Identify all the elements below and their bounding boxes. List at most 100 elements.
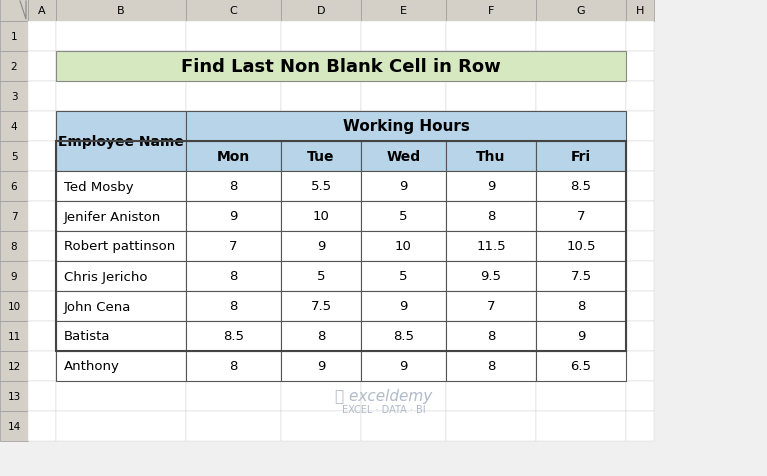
Text: 8: 8 [229, 180, 238, 193]
Bar [28, 321, 56, 351]
Text: E: E [400, 6, 407, 16]
Text: H: H [636, 6, 644, 16]
Text: 10: 10 [395, 240, 412, 253]
Bar [281, 22, 361, 52]
Bar [446, 201, 536, 231]
Bar [56, 231, 186, 261]
Bar [361, 261, 446, 291]
Text: John Cena: John Cena [64, 300, 131, 313]
Bar [446, 201, 536, 231]
Bar [446, 291, 536, 321]
Bar [626, 22, 654, 52]
Bar [361, 261, 446, 291]
Bar [186, 172, 281, 201]
Bar [446, 231, 536, 261]
Bar [281, 261, 361, 291]
Bar [0, 172, 28, 201]
Bar [28, 22, 56, 52]
Bar [361, 0, 446, 22]
Bar [361, 321, 446, 351]
Bar [626, 291, 654, 321]
Text: Find Last Non Blank Cell in Row: Find Last Non Blank Cell in Row [181, 58, 501, 76]
Bar [536, 261, 626, 291]
Bar [446, 351, 536, 381]
Text: 5.5: 5.5 [311, 180, 331, 193]
Text: 7: 7 [577, 210, 585, 223]
Text: Employee Name: Employee Name [58, 135, 184, 149]
Bar [361, 52, 446, 82]
Bar [361, 291, 446, 321]
Bar [626, 261, 654, 291]
Bar [626, 112, 654, 142]
Bar [361, 142, 446, 172]
Bar [56, 82, 186, 112]
Bar [446, 321, 536, 351]
Text: 9.5: 9.5 [480, 270, 502, 283]
Bar [186, 231, 281, 261]
Bar [186, 112, 281, 142]
Bar [281, 142, 361, 172]
Text: 8.5: 8.5 [393, 330, 414, 343]
Text: 9: 9 [400, 300, 408, 313]
Text: Jenifer Aniston: Jenifer Aniston [64, 210, 161, 223]
Bar [28, 0, 56, 22]
Bar [281, 142, 361, 172]
Bar [56, 321, 186, 351]
Bar [56, 52, 626, 82]
Bar [186, 351, 281, 381]
Bar [281, 351, 361, 381]
Bar [446, 112, 536, 142]
Text: 6: 6 [11, 182, 18, 192]
Text: Thu: Thu [476, 149, 505, 164]
Text: 10: 10 [313, 210, 330, 223]
Text: 6.5: 6.5 [571, 360, 591, 373]
Bar [536, 411, 626, 441]
Bar [186, 82, 281, 112]
Bar [0, 52, 28, 82]
Bar [361, 351, 446, 381]
Bar [446, 52, 536, 82]
Bar [56, 381, 186, 411]
Text: 9: 9 [487, 180, 495, 193]
Bar [56, 142, 186, 172]
Bar [56, 291, 186, 321]
Bar [28, 201, 56, 231]
Bar [0, 231, 28, 261]
Bar [361, 411, 446, 441]
Text: 8: 8 [577, 300, 585, 313]
Bar [361, 381, 446, 411]
Bar [361, 82, 446, 112]
Bar [0, 351, 28, 381]
Bar [56, 321, 186, 351]
Text: Anthony: Anthony [64, 360, 120, 373]
Bar [28, 291, 56, 321]
Bar [536, 321, 626, 351]
Text: 7: 7 [229, 240, 238, 253]
Bar [56, 112, 186, 172]
Bar [361, 22, 446, 52]
Bar [446, 261, 536, 291]
Bar [28, 231, 56, 261]
Text: Wed: Wed [387, 149, 420, 164]
Bar [536, 261, 626, 291]
Bar [536, 231, 626, 261]
Bar [626, 52, 654, 82]
Bar [186, 231, 281, 261]
Bar [536, 321, 626, 351]
Bar [186, 172, 281, 201]
Text: G: G [577, 6, 585, 16]
Bar [0, 112, 28, 142]
Text: Fri: Fri [571, 149, 591, 164]
Bar [0, 291, 28, 321]
Bar [626, 321, 654, 351]
Bar [281, 291, 361, 321]
Text: 8.5: 8.5 [571, 180, 591, 193]
Bar [56, 351, 186, 381]
Text: Working Hours: Working Hours [343, 119, 469, 134]
Text: 5: 5 [400, 210, 408, 223]
Bar [536, 201, 626, 231]
Bar [626, 381, 654, 411]
Bar [56, 0, 186, 22]
Bar [361, 172, 446, 201]
Bar [281, 52, 361, 82]
